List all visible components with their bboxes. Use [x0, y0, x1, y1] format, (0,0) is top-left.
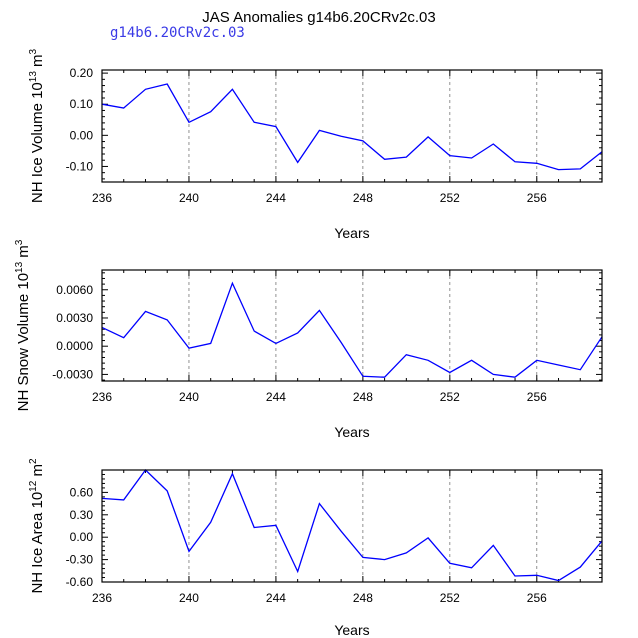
- y-tick-label: 0.00: [70, 530, 94, 544]
- x-tick-label: 248: [353, 390, 373, 404]
- figure-subtitle: g14b6.20CRv2c.03: [110, 25, 245, 41]
- chart-panel-3: 236 240 244 248 252 256 0.60 0.30 0.00 -0.30 -0.60…: [28, 458, 603, 638]
- y-tick-label: -0.30: [66, 553, 94, 567]
- y-tick-label: 0.00: [70, 128, 94, 142]
- y-axis-label-part: 2: [28, 458, 39, 464]
- plot-frame: [101, 269, 603, 382]
- y-tick-label: 0.60: [70, 485, 94, 499]
- data-series-line: [101, 281, 603, 378]
- y-tick-label: 0.10: [70, 97, 94, 111]
- y-tick-label: 0.0060: [56, 283, 93, 297]
- chart-panel-2: 236 240 244 248 252 256 0.0060 0.0030 0.0000 -0.0…: [14, 239, 603, 440]
- x-tick-label: 240: [179, 591, 199, 605]
- y-axis-label: NH Snow Volume 1013 m3: [14, 239, 32, 411]
- x-tick-label: 236: [92, 390, 112, 404]
- y-axis-label-part: NH Snow Volume 10: [15, 273, 32, 411]
- y-axis-label: NH Ice Volume 1013 m3: [28, 48, 46, 203]
- x-tick-label: 248: [353, 591, 373, 605]
- x-axis-label: Years: [334, 622, 369, 638]
- plot-frame: [101, 469, 603, 583]
- y-axis-label-part: NH Ice Area 10: [29, 492, 46, 594]
- x-tick-label: 236: [92, 191, 112, 205]
- y-tick-label: -0.10: [66, 159, 94, 173]
- data-series-line: [101, 83, 603, 171]
- chart-panel-1: 236 240 244 248 252 256 0.20 0.10 0.00 -0.10 Years…: [28, 48, 603, 241]
- chart-panels: 236 240 244 248 252 256 0.20 0.10 0.00 -0.10 Years…: [14, 48, 603, 638]
- y-axis-label-part: 13: [28, 71, 39, 83]
- y-tick-label: -0.0030: [52, 367, 93, 381]
- y-axis-label-part: 12: [28, 480, 39, 492]
- y-axis-label: NH Ice Area 1012 m2: [28, 458, 46, 594]
- x-tick-label: 252: [440, 191, 460, 205]
- y-tick-label: -0.60: [66, 575, 94, 589]
- x-tick-label: 236: [92, 591, 112, 605]
- x-axis-label: Years: [334, 424, 369, 440]
- y-axis-label-part: 13: [14, 261, 25, 273]
- y-axis-label-part: m: [15, 245, 32, 262]
- x-tick-label: 244: [266, 591, 286, 605]
- y-tick-label: 0.20: [70, 66, 94, 80]
- x-tick-label: 248: [353, 191, 373, 205]
- x-tick-label: 252: [440, 591, 460, 605]
- figure-title: JAS Anomalies g14b6.20CRv2c.03: [202, 9, 435, 26]
- x-tick-label: 252: [440, 390, 460, 404]
- x-tick-label: 240: [179, 390, 199, 404]
- x-tick-label: 244: [266, 390, 286, 404]
- y-axis-label-part: m: [29, 464, 46, 481]
- y-axis-label-part: NH Ice Volume 10: [29, 82, 46, 203]
- y-axis-label-part: m: [29, 54, 46, 71]
- y-tick-label: 0.0030: [56, 311, 93, 325]
- y-axis-label-part: 3: [14, 239, 25, 245]
- x-tick-label: 240: [179, 191, 199, 205]
- y-tick-label: 0.0000: [56, 339, 93, 353]
- data-series-line: [101, 469, 603, 582]
- x-axis-label: Years: [334, 225, 369, 241]
- y-tick-label: 0.30: [70, 508, 94, 522]
- y-axis-label-part: 3: [28, 48, 39, 54]
- x-tick-label: 256: [527, 191, 547, 205]
- x-tick-label: 244: [266, 191, 286, 205]
- x-tick-label: 256: [527, 591, 547, 605]
- plot-frame: [101, 69, 603, 183]
- x-tick-label: 256: [527, 390, 547, 404]
